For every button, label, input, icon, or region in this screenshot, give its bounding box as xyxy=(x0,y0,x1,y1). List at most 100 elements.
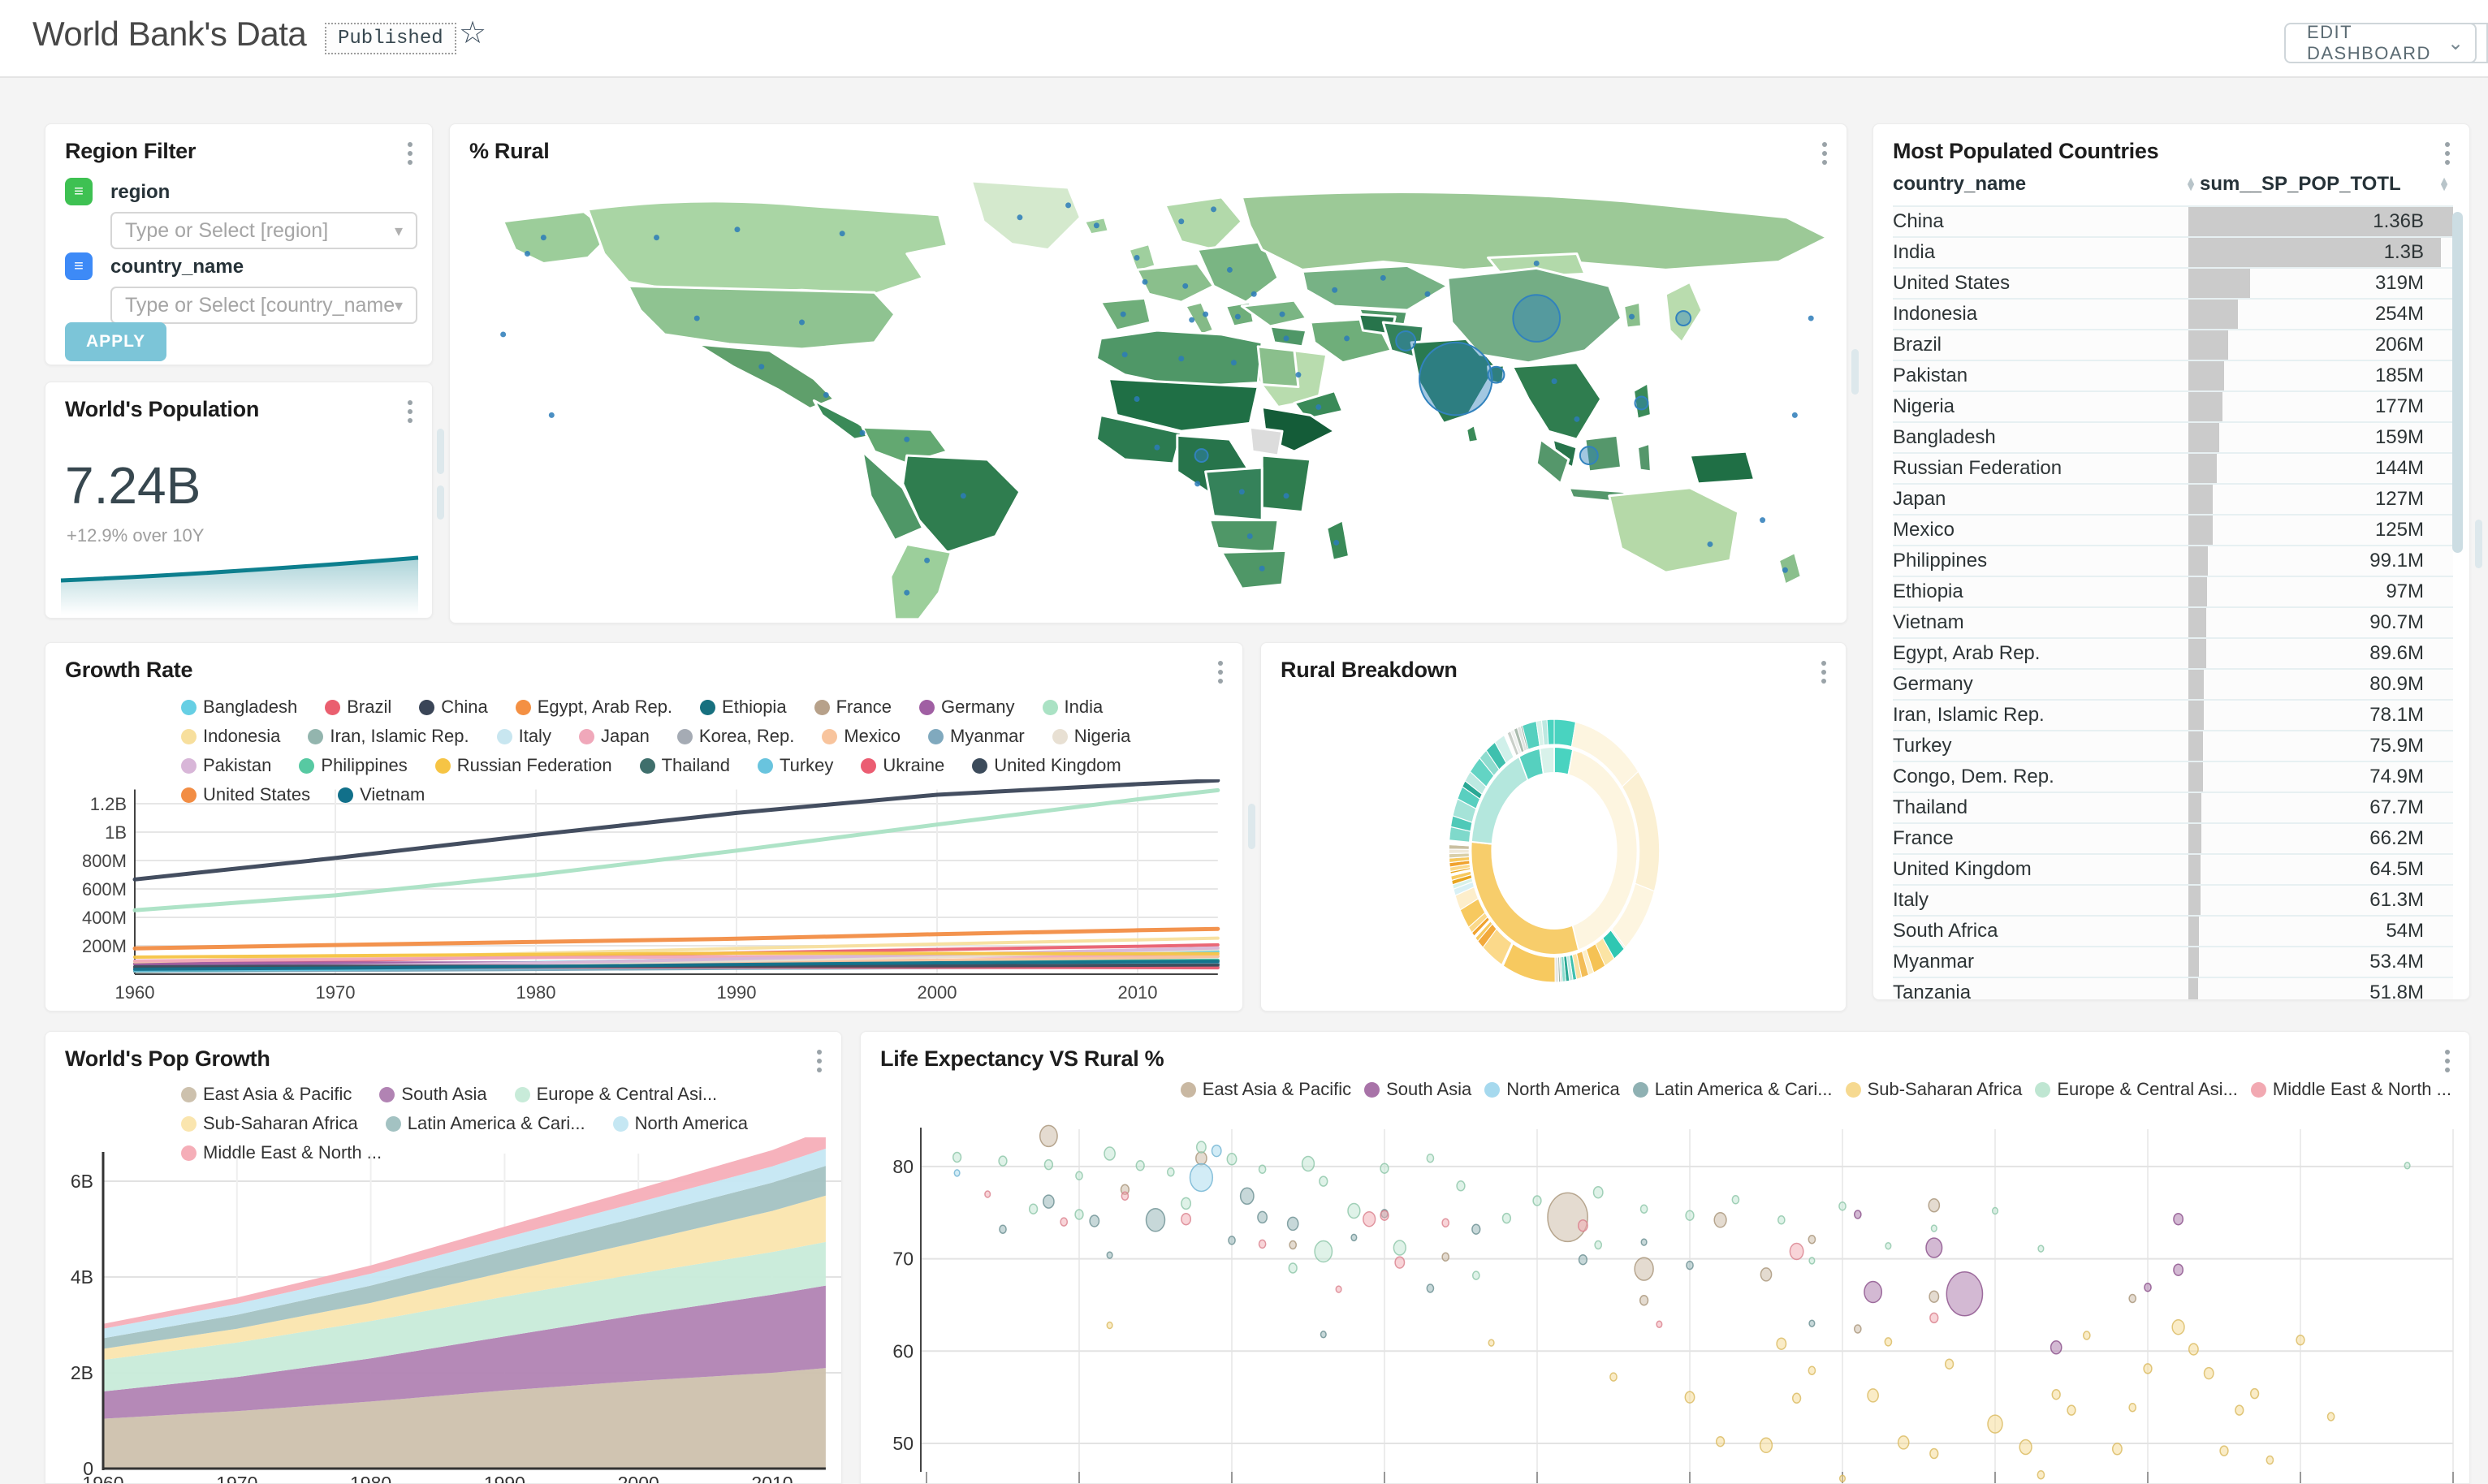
legend-item[interactable]: Italy xyxy=(496,726,551,747)
column-header-country[interactable]: country_name ▲ ▼ xyxy=(1893,173,2200,196)
legend-item[interactable]: Japan xyxy=(578,726,650,747)
legend-item[interactable]: Sub-Saharan Africa xyxy=(181,1113,358,1134)
legend-item[interactable]: India xyxy=(1042,697,1103,718)
legend-item[interactable]: Germany xyxy=(919,697,1015,718)
legend-item[interactable]: Iran, Islamic Rep. xyxy=(308,726,469,747)
table-row[interactable]: Tanzania 51.8M xyxy=(1893,977,2453,999)
table-row[interactable]: Vietnam 90.7M xyxy=(1893,606,2453,637)
table-row[interactable]: Ethiopia 97M xyxy=(1893,576,2453,606)
legend-item[interactable]: East Asia & Pacific xyxy=(181,1084,352,1105)
table-scrollbar[interactable] xyxy=(2452,212,2463,553)
legend-item[interactable]: China xyxy=(419,697,488,718)
legend-item[interactable]: Mexico xyxy=(822,726,901,747)
growth-line-chart[interactable]: 200M 400M 600M 800M 1B 1.2B 1960 1970 1980 1990 20… xyxy=(45,779,1243,1008)
kebab-menu-icon[interactable] xyxy=(2440,1045,2455,1077)
legend-dot-icon xyxy=(514,1086,530,1102)
kebab-menu-icon[interactable] xyxy=(1817,137,1832,170)
table-row[interactable]: Pakistan 185M xyxy=(1893,360,2453,390)
map-countries[interactable] xyxy=(502,179,1829,619)
legend-item[interactable]: United States xyxy=(181,784,310,805)
life-scatter-chart[interactable]: 50 60 70 80 xyxy=(861,1121,2470,1484)
table-row[interactable]: Indonesia 254M xyxy=(1893,298,2453,329)
legend-item[interactable]: Russian Federation xyxy=(434,755,612,776)
legend-item[interactable]: Europe & Central Asi... xyxy=(2035,1079,2238,1100)
sort-icon[interactable]: ▲ ▼ xyxy=(2438,174,2450,193)
legend-item[interactable]: France xyxy=(814,697,892,718)
legend-item[interactable]: Indonesia xyxy=(181,726,280,747)
kebab-menu-icon[interactable] xyxy=(2440,137,2455,170)
legend-item[interactable]: Philippines xyxy=(299,755,408,776)
country-cell: Pakistan xyxy=(1893,365,1968,386)
favorite-star-icon[interactable]: ☆ xyxy=(459,16,487,50)
legend-item[interactable]: Ukraine xyxy=(861,755,944,776)
apply-button[interactable]: APPLY xyxy=(65,322,167,361)
table-row[interactable]: Russian Federation 144M xyxy=(1893,452,2453,483)
legend-item[interactable]: Latin America & Cari... xyxy=(1632,1079,1833,1100)
legend-item[interactable]: Latin America & Cari... xyxy=(385,1113,585,1134)
kebab-menu-icon[interactable] xyxy=(1816,656,1831,688)
svg-text:1980: 1980 xyxy=(516,982,556,1003)
legend-item[interactable]: Thailand xyxy=(639,755,730,776)
kebab-menu-icon[interactable] xyxy=(1213,656,1228,688)
table-row[interactable]: United Kingdom 64.5M xyxy=(1893,853,2453,884)
legend-item[interactable]: Turkey xyxy=(757,755,833,776)
table-row[interactable]: Italy 61.3M xyxy=(1893,884,2453,915)
resize-handle[interactable] xyxy=(437,485,444,520)
legend-item[interactable]: Korea, Rep. xyxy=(676,726,794,747)
region-select[interactable]: Type or Select [region] ▾ xyxy=(110,212,417,249)
legend-item[interactable]: East Asia & Pacific xyxy=(1180,1079,1351,1100)
table-row[interactable]: United States 319M xyxy=(1893,267,2453,298)
population-sparkline[interactable] xyxy=(54,545,425,615)
table-row[interactable]: Philippines 99.1M xyxy=(1893,545,2453,576)
world-map-chart[interactable] xyxy=(455,173,1843,619)
kebab-menu-icon[interactable] xyxy=(403,395,417,428)
legend-item[interactable]: Middle East & North ... xyxy=(181,1142,382,1163)
table-row[interactable]: France 66.2M xyxy=(1893,822,2453,853)
table-row[interactable]: Japan 127M xyxy=(1893,483,2453,514)
country-name-select[interactable]: Type or Select [country_name] ▾ xyxy=(110,287,417,324)
legend-item[interactable]: South Asia xyxy=(1364,1079,1471,1100)
table-row[interactable]: Myanmar 53.4M xyxy=(1893,946,2453,977)
table-row[interactable]: Germany 80.9M xyxy=(1893,668,2453,699)
published-badge[interactable]: Published xyxy=(325,23,456,54)
legend-item[interactable]: United Kingdom xyxy=(972,755,1121,776)
legend-item[interactable]: Middle East & North ... xyxy=(2250,1079,2451,1100)
table-row[interactable]: Turkey 75.9M xyxy=(1893,730,2453,761)
resize-handle[interactable] xyxy=(2475,520,2482,568)
table-row[interactable]: Iran, Islamic Rep. 78.1M xyxy=(1893,699,2453,730)
kebab-menu-icon[interactable] xyxy=(812,1045,827,1077)
table-row[interactable]: South Africa 54M xyxy=(1893,915,2453,946)
legend-item[interactable]: Egypt, Arab Rep. xyxy=(515,697,672,718)
table-row[interactable]: Nigeria 177M xyxy=(1893,390,2453,421)
pop-growth-area-chart[interactable]: 0 2B 4B 6B 1960 1970 1980 1990 2000 2010 xyxy=(45,1137,842,1484)
table-row[interactable]: Brazil 206M xyxy=(1893,329,2453,360)
rural-sunburst-chart[interactable] xyxy=(1261,675,1847,1012)
table-row[interactable]: Thailand 67.7M xyxy=(1893,792,2453,822)
column-header-population[interactable]: sum__SP_POP_TOTL ▲ ▼ xyxy=(2200,173,2453,196)
legend-item[interactable]: Europe & Central Asi... xyxy=(514,1084,717,1105)
resize-handle[interactable] xyxy=(1851,349,1859,395)
table-row[interactable]: Egypt, Arab Rep. 89.6M xyxy=(1893,637,2453,668)
legend-item[interactable]: North America xyxy=(1484,1079,1620,1100)
table-row[interactable]: India 1.3B xyxy=(1893,236,2453,267)
kebab-menu-icon[interactable] xyxy=(403,137,417,170)
table-row[interactable]: China 1.36B xyxy=(1893,205,2453,236)
legend-item[interactable]: Myanmar xyxy=(928,726,1025,747)
legend-item[interactable]: Sub-Saharan Africa xyxy=(1845,1079,2022,1100)
legend-item[interactable]: South Asia xyxy=(379,1084,487,1105)
map-population-bubbles[interactable] xyxy=(500,202,1814,596)
table-row[interactable]: Mexico 125M xyxy=(1893,514,2453,545)
resize-handle[interactable] xyxy=(437,429,444,474)
legend-item[interactable]: Ethiopia xyxy=(700,697,787,718)
legend-item[interactable]: Nigeria xyxy=(1052,726,1130,747)
edit-menu-caret-button[interactable]: ⌄ xyxy=(2436,23,2477,63)
sort-icon[interactable]: ▲ ▼ xyxy=(2185,174,2196,193)
legend-item[interactable]: North America xyxy=(612,1113,748,1134)
resize-handle[interactable] xyxy=(1248,804,1255,849)
legend-item[interactable]: Pakistan xyxy=(181,755,271,776)
legend-item[interactable]: Vietnam xyxy=(338,784,425,805)
legend-item[interactable]: Brazil xyxy=(325,697,391,718)
table-row[interactable]: Congo, Dem. Rep. 74.9M xyxy=(1893,761,2453,792)
legend-item[interactable]: Bangladesh xyxy=(181,697,297,718)
table-row[interactable]: Bangladesh 159M xyxy=(1893,421,2453,452)
